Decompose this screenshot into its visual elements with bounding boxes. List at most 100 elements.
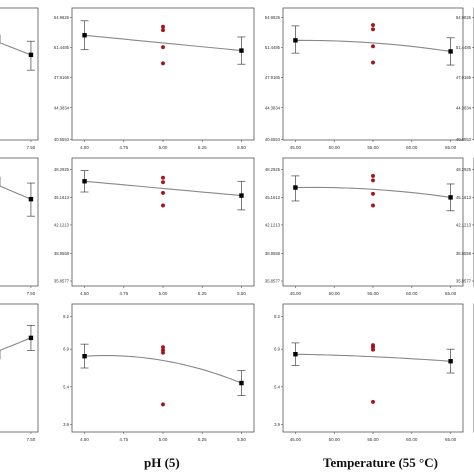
x-tick-label: 7.50 [27,437,36,442]
fit-curve [0,337,32,360]
y-tick-label: 35.8577 [265,279,281,284]
x-tick-label: 55.00 [367,437,379,442]
replicate-point [371,178,376,183]
xlabel-temperature: Temperature (55 °C) [323,455,438,470]
y-tick-label: 38.9558 [54,251,70,256]
y-tick-label: 51.4485 [54,45,70,50]
replicate-point [160,24,165,29]
replicate-point [160,350,165,355]
replicate-point [160,180,165,185]
x-tick-label: 5.50 [237,145,246,150]
replicate-point [371,203,376,208]
y-tick-label: 47.9165 [265,75,281,80]
x-tick-label: 5.00 [159,437,168,442]
y-tick-label: 47.9165 [456,75,472,80]
x-tick-label: 60.00 [406,437,418,442]
panel-row3-pH: 3.9 5.4 6.9 8.2 4.50 4.75 5.00 5.25 5.50 [63,303,255,442]
fit-curve [84,180,242,197]
y-tick-label: 45.1613 [456,195,472,200]
replicate-point [371,399,376,404]
x-tick-label: 50.00 [329,291,341,296]
mean-point [293,351,298,357]
y-tick-label: 47.9165 [54,75,70,80]
replicate-point [160,203,165,208]
panel-row1-col0-partial: 7.50 [0,7,39,150]
x-tick-label: 5.00 [159,145,168,150]
y-tick-label: 38.9558 [456,251,472,256]
y-tick-label: 38.9558 [265,251,281,256]
mean-point [448,49,453,54]
y-tick-label: 40.6553 [54,137,70,142]
x-tick-label: 4.50 [80,145,89,150]
replicate-point [371,347,376,352]
plot-frame [0,303,39,433]
x-tick-label: 5.00 [159,291,168,296]
x-tick-label: 60.00 [406,145,418,150]
x-tick-label: 65.00 [445,145,457,150]
replicate-point [160,28,165,33]
x-tick-label: 7.50 [27,291,36,296]
mean-point [28,335,34,341]
mean-point [293,185,298,190]
mean-point [82,354,87,359]
y-tick-label: 6.9 [274,347,280,352]
mean-point [448,195,453,200]
x-tick-label: 55.00 [367,145,379,150]
x-tick-label: 45.00 [290,437,302,442]
plot-frame [71,303,255,433]
x-tick-label: 65.00 [445,291,457,296]
replicate-point [371,60,376,65]
replicate-point [371,23,376,28]
x-tick-label: 7.50 [27,145,36,150]
y-tick-label: 45.1613 [265,195,281,200]
mean-point [239,380,244,386]
replicate-point [371,27,376,32]
panel-row1-pH: 40.6553 44.3834 47.9165 51.4485 54.9826 4.50 4… [54,7,255,150]
y-tick-label: 35.8577 [54,279,70,284]
mean-point [293,38,298,43]
y-tick-label: 44.3834 [456,105,472,110]
y-tick-label: 8.2 [63,314,69,319]
replicate-point [371,191,376,196]
y-tick-label: 44.3834 [265,105,281,110]
y-tick-label: 45.1613 [54,195,70,200]
x-tick-label: 4.50 [80,437,89,442]
x-tick-label: 4.75 [119,145,128,150]
xlabel-ph: pH (5) [144,455,180,470]
y-tick-label: 5.4 [274,384,280,389]
y-tick-label: 44.3834 [54,105,70,110]
y-tick-label: 48.2925 [456,167,472,172]
replicate-point [160,45,165,50]
y-tick-label: 51.4485 [265,45,281,50]
x-tick-label: 5.50 [237,437,246,442]
replicate-point [371,44,376,49]
mean-point [82,33,87,38]
x-tick-label: 45.00 [290,145,302,150]
y-tick-label: 54.9826 [456,15,472,20]
panel-row2-pH: 35.8577 38.9558 42.1213 45.1613 48.2925 4.50 4… [54,157,255,296]
plot-frame [0,157,39,287]
x-tick-label: 60.00 [406,291,418,296]
panel-row2-col0-partial: 7.50 [0,157,39,296]
replicate-point [160,402,165,407]
replicate-point [160,190,165,195]
fit-curve [84,355,242,384]
x-tick-label: 5.25 [198,291,207,296]
x-tick-label: 5.50 [237,291,246,296]
y-tick-label: 40.6553 [456,137,472,142]
y-tick-label: 42.1213 [54,222,70,227]
plot-frame [282,303,464,433]
x-tick-label: 4.50 [80,291,89,296]
x-tick-label: 4.75 [119,291,128,296]
fit-curve [0,176,32,200]
fit-curve [295,353,451,362]
y-tick-label: 42.1213 [265,222,281,227]
x-tick-label: 45.00 [290,291,302,296]
y-tick-label: 51.4485 [456,45,472,50]
x-tick-label: 5.25 [198,437,207,442]
panel-row2-temperature: 35.8577 38.9558 42.1213 45.1613 48.2925 45.00… [265,157,464,296]
y-tick-label: 48.2925 [54,167,70,172]
y-tick-label: 6.9 [63,347,69,352]
x-tick-label: 65.00 [445,437,457,442]
y-tick-label: 40.6553 [265,137,281,142]
